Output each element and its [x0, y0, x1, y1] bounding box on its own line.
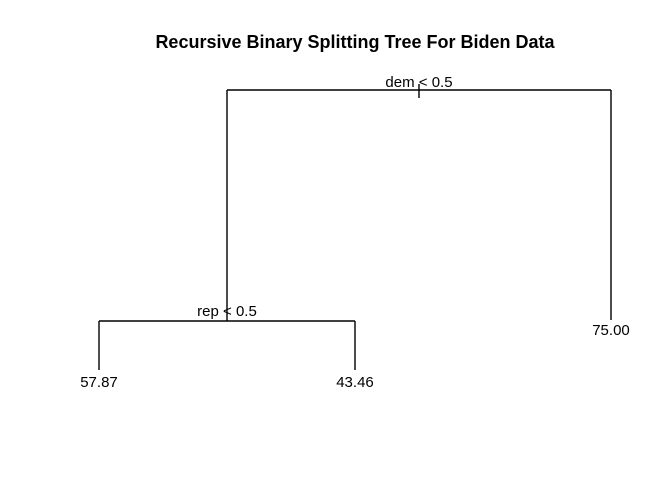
leaf-left-left-label: 57.87	[80, 374, 118, 391]
left-split-label: rep < 0.5	[197, 303, 257, 320]
left-split-node: rep < 0.5	[99, 303, 355, 322]
leaf-left-right-label: 43.46	[336, 374, 374, 391]
chart-title: Recursive Binary Splitting Tree For Bide…	[155, 32, 555, 52]
leaf-right-label: 75.00	[592, 322, 630, 339]
root-split-label: dem < 0.5	[385, 74, 452, 91]
root-node: dem < 0.5	[227, 74, 611, 98]
